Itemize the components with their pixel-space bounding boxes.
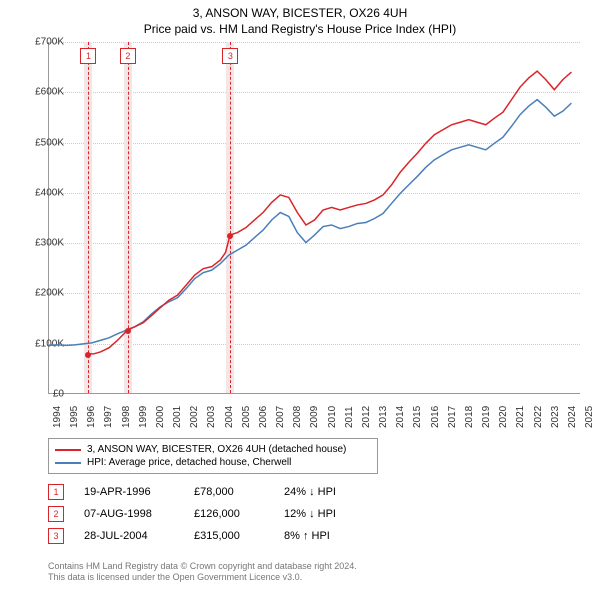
footer-line-2: This data is licensed under the Open Gov… — [48, 572, 357, 584]
x-axis-label: 2001 — [172, 406, 183, 428]
x-axis-label: 1999 — [138, 406, 149, 428]
footer-line-1: Contains HM Land Registry data © Crown c… — [48, 561, 357, 573]
transaction-date: 19-APR-1996 — [84, 486, 194, 498]
legend-swatch — [55, 462, 81, 464]
legend-row: HPI: Average price, detached house, Cher… — [55, 456, 371, 469]
x-axis-label: 2004 — [224, 406, 235, 428]
transaction-marker-box: 1 — [48, 484, 64, 500]
chart-container: 3, ANSON WAY, BICESTER, OX26 4UH Price p… — [0, 0, 600, 590]
x-axis-label: 2025 — [584, 406, 595, 428]
marker-label: 2 — [120, 48, 136, 64]
x-axis-label: 1994 — [52, 406, 63, 428]
x-axis-label: 2022 — [533, 406, 544, 428]
transaction-date: 28-JUL-2004 — [84, 530, 194, 542]
transaction-delta: 8% ↑ HPI — [284, 530, 374, 542]
transaction-date: 07-AUG-1998 — [84, 508, 194, 520]
legend: 3, ANSON WAY, BICESTER, OX26 4UH (detach… — [48, 438, 378, 474]
x-axis-label: 2019 — [481, 406, 492, 428]
x-axis-label: 2013 — [378, 406, 389, 428]
x-axis-label: 2015 — [412, 406, 423, 428]
x-axis-label: 2023 — [550, 406, 561, 428]
transaction-marker-box: 3 — [48, 528, 64, 544]
x-axis-label: 2006 — [258, 406, 269, 428]
plot-area: 1 2 3 — [48, 42, 580, 394]
x-axis-label: 1996 — [86, 406, 97, 428]
x-axis-label: 2018 — [464, 406, 475, 428]
x-axis-label: 2014 — [395, 406, 406, 428]
transaction-price: £315,000 — [194, 530, 284, 542]
legend-label: HPI: Average price, detached house, Cher… — [87, 457, 291, 468]
x-axis-label: 2011 — [344, 406, 355, 428]
x-axis-label: 2002 — [189, 406, 200, 428]
transaction-delta: 24% ↓ HPI — [284, 486, 374, 498]
legend-label: 3, ANSON WAY, BICESTER, OX26 4UH (detach… — [87, 444, 346, 455]
transaction-price: £78,000 — [194, 486, 284, 498]
chart-title: 3, ANSON WAY, BICESTER, OX26 4UH — [0, 0, 600, 20]
x-axis-label: 2010 — [327, 406, 338, 428]
x-axis-label: 2008 — [292, 406, 303, 428]
x-axis-label: 2016 — [430, 406, 441, 428]
transaction-delta: 12% ↓ HPI — [284, 508, 374, 520]
x-axis-label: 2017 — [447, 406, 458, 428]
x-axis-label: 1998 — [121, 406, 132, 428]
series-line-price_paid — [88, 71, 571, 354]
x-axis-label: 2020 — [498, 406, 509, 428]
x-axis-label: 1995 — [69, 406, 80, 428]
x-axis-label: 2009 — [309, 406, 320, 428]
marker-dot — [125, 328, 131, 334]
transaction-row: 3 28-JUL-2004£315,0008% ↑ HPI — [48, 528, 374, 544]
x-axis-label: 2012 — [361, 406, 372, 428]
chart-subtitle: Price paid vs. HM Land Registry's House … — [0, 20, 600, 40]
footer-attribution: Contains HM Land Registry data © Crown c… — [48, 561, 357, 584]
x-axis-label: 2000 — [155, 406, 166, 428]
x-axis-label: 2024 — [567, 406, 578, 428]
x-axis-label: 2021 — [515, 406, 526, 428]
x-axis-label: 2003 — [206, 406, 217, 428]
legend-swatch — [55, 449, 81, 451]
x-axis-label: 2007 — [275, 406, 286, 428]
transaction-price: £126,000 — [194, 508, 284, 520]
marker-dot — [227, 233, 233, 239]
x-axis-label: 2005 — [241, 406, 252, 428]
line-svg — [49, 42, 580, 393]
transaction-row: 2 07-AUG-1998£126,00012% ↓ HPI — [48, 506, 374, 522]
x-axis-label: 1997 — [103, 406, 114, 428]
transaction-row: 1 19-APR-1996£78,00024% ↓ HPI — [48, 484, 374, 500]
marker-label: 3 — [222, 48, 238, 64]
legend-row: 3, ANSON WAY, BICESTER, OX26 4UH (detach… — [55, 443, 371, 456]
marker-dot — [85, 352, 91, 358]
marker-label: 1 — [80, 48, 96, 64]
transaction-marker-box: 2 — [48, 506, 64, 522]
